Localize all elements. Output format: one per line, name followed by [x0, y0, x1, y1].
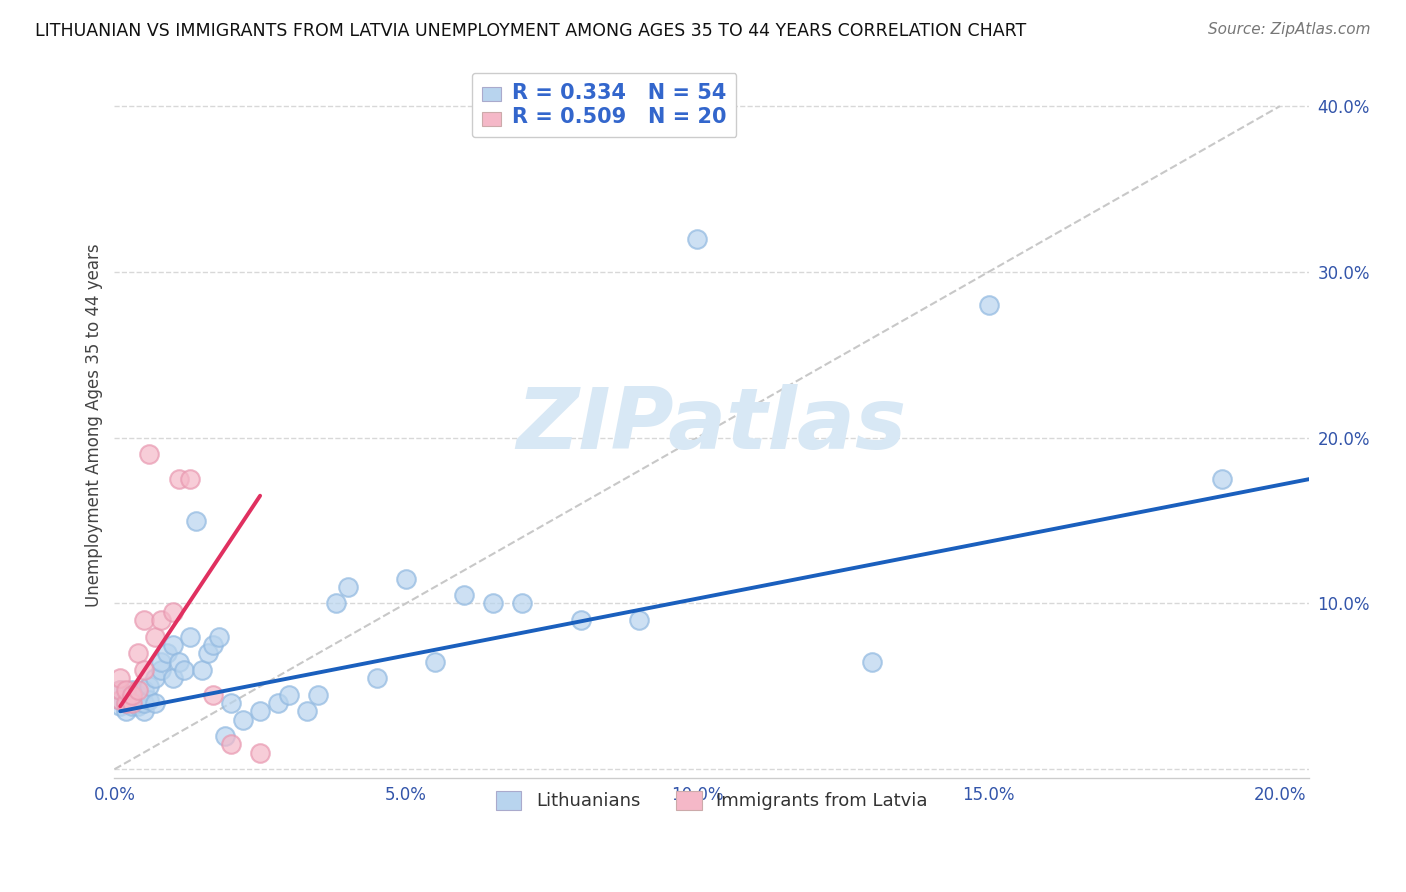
- Point: [278, 688, 301, 702]
- Point: [162, 605, 184, 619]
- Point: [115, 682, 138, 697]
- Point: [167, 655, 190, 669]
- Point: [127, 646, 149, 660]
- Point: [173, 663, 195, 677]
- Point: [179, 472, 201, 486]
- Point: [219, 738, 242, 752]
- Point: [249, 704, 271, 718]
- Point: [197, 646, 219, 660]
- Point: [121, 692, 143, 706]
- Point: [627, 613, 650, 627]
- Point: [127, 688, 149, 702]
- Point: [115, 688, 138, 702]
- Point: [138, 447, 160, 461]
- Point: [143, 696, 166, 710]
- Point: [202, 688, 225, 702]
- Point: [219, 696, 242, 710]
- Legend: Lithuanians, Immigrants from Latvia: Lithuanians, Immigrants from Latvia: [482, 777, 942, 825]
- Point: [249, 746, 271, 760]
- Point: [138, 679, 160, 693]
- Text: ZIPatlas: ZIPatlas: [516, 384, 907, 467]
- Point: [295, 704, 318, 718]
- Point: [110, 692, 132, 706]
- Point: [150, 655, 173, 669]
- Point: [115, 696, 138, 710]
- Point: [110, 699, 132, 714]
- Point: [860, 655, 883, 669]
- Point: [143, 630, 166, 644]
- Point: [395, 572, 418, 586]
- Point: [132, 663, 155, 677]
- Point: [482, 597, 505, 611]
- Point: [232, 713, 254, 727]
- Point: [127, 682, 149, 697]
- Point: [336, 580, 359, 594]
- Point: [1211, 472, 1233, 486]
- Point: [191, 663, 214, 677]
- Point: [307, 688, 329, 702]
- Point: [110, 692, 132, 706]
- Point: [167, 472, 190, 486]
- Point: [184, 514, 207, 528]
- Point: [686, 232, 709, 246]
- Point: [977, 298, 1000, 312]
- Point: [179, 630, 201, 644]
- Point: [325, 597, 347, 611]
- Text: Source: ZipAtlas.com: Source: ZipAtlas.com: [1208, 22, 1371, 37]
- Point: [150, 663, 173, 677]
- Point: [121, 696, 143, 710]
- Point: [132, 696, 155, 710]
- Point: [512, 597, 534, 611]
- Point: [569, 613, 592, 627]
- Point: [132, 682, 155, 697]
- Point: [138, 692, 160, 706]
- Point: [266, 696, 288, 710]
- Point: [121, 682, 143, 697]
- Point: [121, 688, 143, 702]
- Point: [115, 696, 138, 710]
- Text: LITHUANIAN VS IMMIGRANTS FROM LATVIA UNEMPLOYMENT AMONG AGES 35 TO 44 YEARS CORR: LITHUANIAN VS IMMIGRANTS FROM LATVIA UNE…: [35, 22, 1026, 40]
- Point: [132, 613, 155, 627]
- Point: [143, 671, 166, 685]
- Point: [208, 630, 231, 644]
- Point: [127, 699, 149, 714]
- Point: [115, 704, 138, 718]
- Point: [423, 655, 446, 669]
- Point: [214, 729, 236, 743]
- Point: [366, 671, 388, 685]
- Point: [132, 704, 155, 718]
- Y-axis label: Unemployment Among Ages 35 to 44 years: Unemployment Among Ages 35 to 44 years: [86, 244, 103, 607]
- Point: [150, 613, 173, 627]
- Point: [162, 638, 184, 652]
- Point: [162, 671, 184, 685]
- Point: [156, 646, 179, 660]
- Point: [121, 699, 143, 714]
- Point: [127, 696, 149, 710]
- Point: [110, 682, 132, 697]
- Point: [110, 671, 132, 685]
- Point: [110, 682, 132, 697]
- Point: [202, 638, 225, 652]
- Point: [453, 588, 475, 602]
